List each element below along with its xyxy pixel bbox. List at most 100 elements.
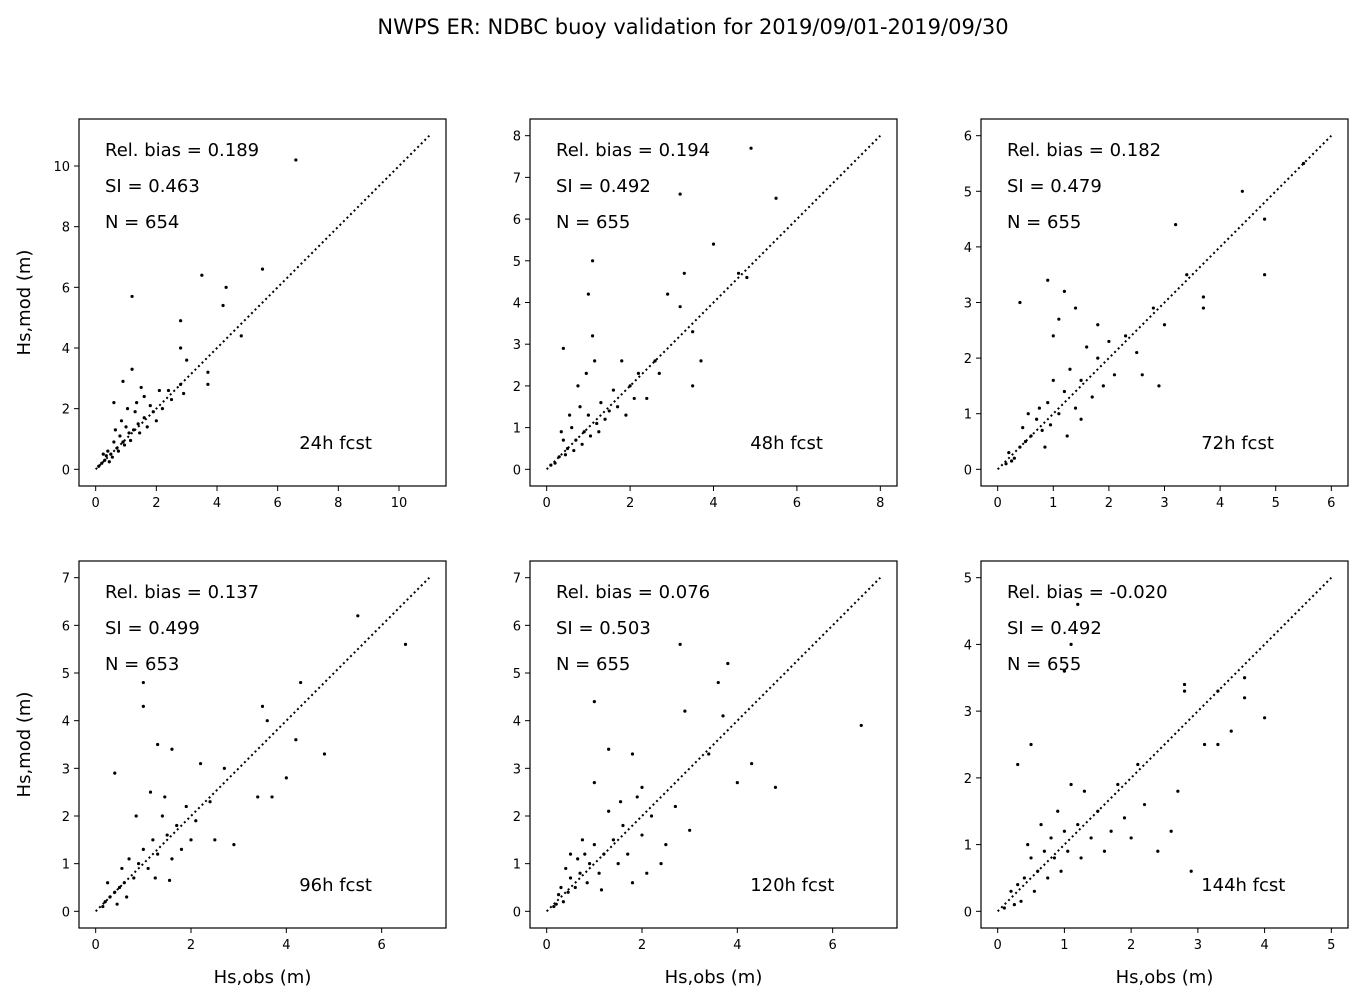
data-point xyxy=(151,410,155,414)
data-point xyxy=(284,776,288,780)
data-point xyxy=(1076,602,1080,606)
data-point xyxy=(142,416,146,420)
data-point xyxy=(1201,306,1206,310)
data-point xyxy=(1065,434,1069,438)
data-point xyxy=(602,852,606,856)
data-point xyxy=(649,814,654,818)
y-tick-label: 2 xyxy=(964,772,972,787)
data-point xyxy=(185,358,189,362)
data-point xyxy=(115,902,119,906)
data-point xyxy=(124,425,128,429)
data-point xyxy=(1096,809,1100,813)
data-point xyxy=(189,838,193,842)
y-tick-label: 6 xyxy=(62,619,70,634)
y-tick-label: 1 xyxy=(513,858,521,873)
data-point xyxy=(1101,384,1105,388)
data-point xyxy=(1036,869,1040,873)
data-point xyxy=(1066,849,1070,853)
x-tick-label: 6 xyxy=(274,496,282,511)
data-point xyxy=(592,700,596,704)
y-tick-label: 4 xyxy=(62,342,70,357)
y-tick-label: 3 xyxy=(62,762,70,777)
data-point xyxy=(636,371,641,375)
data-point xyxy=(145,425,149,429)
data-point xyxy=(593,359,597,363)
data-point xyxy=(549,463,553,467)
data-point xyxy=(130,367,134,371)
data-point xyxy=(682,271,686,275)
data-point xyxy=(621,823,625,828)
data-point xyxy=(112,400,116,405)
data-point xyxy=(664,842,668,847)
data-point xyxy=(615,405,620,409)
data-point xyxy=(568,413,572,417)
data-point xyxy=(1182,689,1187,693)
data-point xyxy=(160,407,165,411)
data-point xyxy=(750,761,754,766)
data-point xyxy=(1082,789,1087,793)
data-point xyxy=(1068,367,1072,371)
data-point xyxy=(1076,822,1080,827)
data-point xyxy=(356,614,360,618)
data-point xyxy=(1023,439,1028,444)
data-point xyxy=(260,704,265,708)
one-to-one-line xyxy=(545,576,882,913)
data-point xyxy=(611,388,616,392)
data-point xyxy=(136,862,141,866)
data-point xyxy=(645,396,649,401)
data-point xyxy=(553,461,557,465)
data-point xyxy=(630,881,635,885)
y-tick-label: 5 xyxy=(62,667,70,682)
data-point xyxy=(131,428,136,432)
subplot-96h-fcst: 0 2 4 6 0 1 2 3 4 5 6 7 Rel. bias = 0.137 SI = 0.499 N… xyxy=(14,560,447,988)
data-point xyxy=(213,838,217,842)
data-point xyxy=(585,881,589,885)
data-point xyxy=(599,888,604,892)
data-point xyxy=(122,443,127,447)
data-point xyxy=(590,259,595,263)
data-point xyxy=(616,862,620,866)
forecast-hour-label: 24h fcst xyxy=(299,433,372,454)
subplot-120h-fcst: 0 2 4 6 0 1 2 3 4 5 6 7 Rel. bias = 0.076 SI = 0.503 N… xyxy=(513,560,898,988)
n-label: N = 655 xyxy=(556,212,630,233)
data-point xyxy=(632,396,636,401)
data-point xyxy=(127,431,131,435)
y-tick-label: 8 xyxy=(62,221,70,236)
data-point xyxy=(135,400,139,405)
data-point xyxy=(1057,317,1061,321)
y-tick-label: 7 xyxy=(513,572,521,587)
data-point xyxy=(222,766,226,770)
data-point xyxy=(1062,289,1067,293)
data-point xyxy=(584,371,588,375)
subplot-48h-fcst: 0 2 4 6 8 0 1 2 3 4 5 6 7 8 Rel. bias = 0.194 SI = 0.49… xyxy=(513,118,898,511)
data-point xyxy=(1182,682,1187,687)
data-point xyxy=(1174,223,1178,227)
si-label: SI = 0.499 xyxy=(105,618,200,639)
x-tick-label: 2 xyxy=(152,496,160,511)
x-tick-label: 0 xyxy=(994,938,1002,953)
axes-frame xyxy=(78,118,447,487)
data-point xyxy=(1240,189,1244,193)
data-point xyxy=(1107,339,1111,344)
n-label: N = 655 xyxy=(1007,212,1081,233)
n-label: N = 655 xyxy=(556,654,630,675)
subplot-72h-fcst: 0 1 2 3 4 5 6 0 1 2 3 4 5 6 Rel. bias = 0.182 SI = 0.47… xyxy=(964,118,1349,511)
data-point xyxy=(1073,406,1078,410)
data-point xyxy=(141,704,145,708)
data-point xyxy=(110,455,114,459)
data-point xyxy=(556,893,561,897)
data-point xyxy=(194,819,198,823)
data-point xyxy=(120,866,124,871)
data-point xyxy=(170,747,174,751)
data-point xyxy=(1156,849,1160,853)
data-point xyxy=(1046,876,1050,880)
data-point xyxy=(726,661,730,666)
data-point xyxy=(678,192,682,196)
y-tick-label: 0 xyxy=(62,463,70,478)
data-point xyxy=(1216,689,1220,693)
axes-frame xyxy=(980,560,1349,929)
data-point xyxy=(1201,295,1206,299)
data-point xyxy=(1185,273,1189,277)
data-point xyxy=(1051,334,1055,338)
data-point xyxy=(691,330,695,334)
